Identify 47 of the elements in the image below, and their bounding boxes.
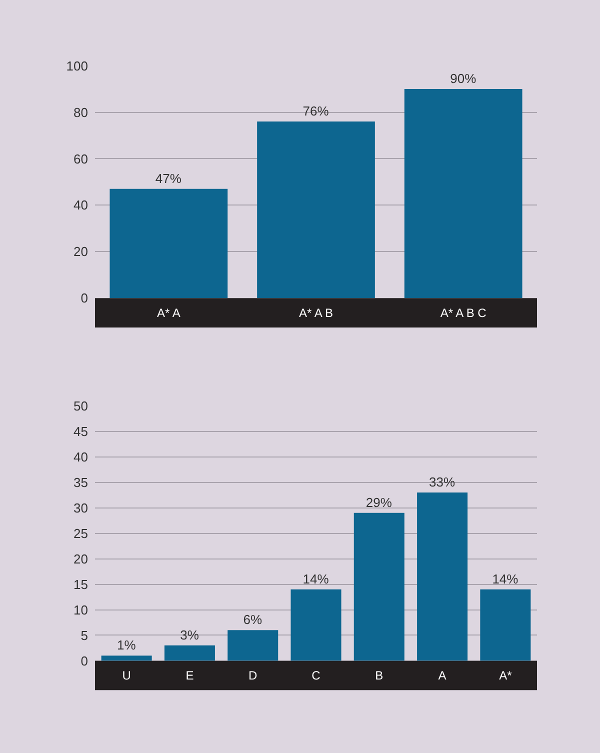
y-tick-label: 80 — [74, 104, 88, 120]
bar — [404, 89, 522, 298]
bar — [480, 589, 531, 661]
y-tick-label: 100 — [66, 58, 88, 74]
x-tick-label: A* — [499, 668, 512, 683]
data-label: 29% — [366, 494, 392, 510]
bar — [417, 492, 468, 661]
x-tick-label: A* A — [156, 306, 180, 320]
y-tick-label: 50 — [74, 398, 88, 414]
data-label: 90% — [450, 71, 477, 86]
bar — [110, 188, 228, 298]
y-tick-label: 25 — [74, 526, 88, 541]
y-tick-label: 45 — [74, 424, 88, 439]
bar — [290, 589, 342, 661]
y-tick-label: 40 — [74, 449, 88, 464]
y-tick-label: 5 — [80, 628, 88, 643]
bar — [101, 656, 152, 661]
y-tick-label: 10 — [74, 602, 88, 618]
y-tick-label: 0 — [80, 653, 88, 668]
y-tick-label: 15 — [74, 576, 88, 592]
x-tick-label: U — [122, 668, 131, 683]
data-label: 1% — [116, 638, 136, 653]
bar — [228, 630, 278, 661]
y-tick-label: 40 — [74, 198, 88, 213]
data-label: 14% — [302, 571, 330, 586]
y-tick-label: 20 — [74, 244, 88, 260]
bar — [354, 512, 404, 661]
x-tick-label: B — [375, 668, 384, 683]
x-tick-label: C — [312, 668, 321, 683]
y-tick-label: 30 — [74, 500, 88, 516]
x-tick-label: A* A B C — [440, 306, 487, 320]
data-label: 14% — [492, 571, 519, 586]
x-tick-label: A* A B — [298, 306, 334, 320]
x-tick-label: E — [186, 668, 194, 683]
y-tick-label: 20 — [74, 551, 88, 566]
y-tick-label: 60 — [74, 151, 88, 166]
y-tick-label: 0 — [80, 290, 88, 306]
bar — [164, 645, 215, 661]
data-label: 3% — [180, 627, 200, 642]
data-label: 47% — [155, 170, 182, 186]
x-tick-label: D — [248, 668, 258, 683]
x-tick-label: A — [438, 668, 446, 683]
data-label: 33% — [429, 474, 456, 490]
data-label: 6% — [243, 612, 262, 628]
bar — [257, 122, 375, 298]
data-label: 76% — [302, 104, 330, 119]
y-tick-label: 35 — [74, 474, 88, 490]
